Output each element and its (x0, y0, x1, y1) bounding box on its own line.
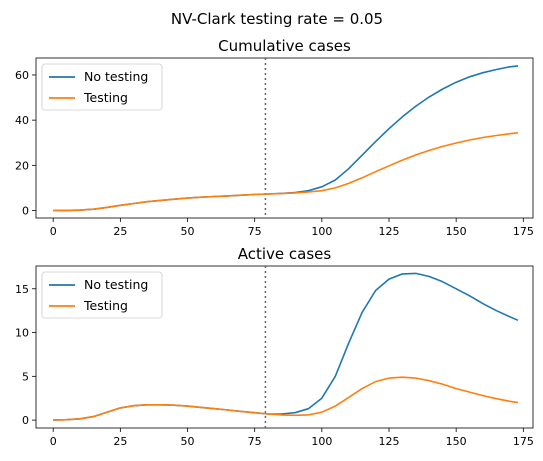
cumulative-cases-panel: Cumulative cases 0 25 50 75 100 125 150 175 0 20 40… (15, 37, 534, 238)
series-line-testing (53, 376, 519, 421)
x-tick-label: 175 (513, 435, 534, 448)
x-tick-label: 75 (248, 435, 262, 448)
x-tick-label: 0 (50, 435, 57, 448)
x-tick-label: 150 (446, 225, 467, 238)
legend-label: No testing (84, 277, 148, 292)
x-tick-label: 50 (181, 225, 195, 238)
x-tick-label: 100 (311, 435, 332, 448)
x-tick-label: 75 (248, 225, 262, 238)
y-tick-label: 0 (22, 414, 29, 427)
y-tick-label: 10 (15, 327, 29, 340)
legend-label: Testing (83, 90, 128, 105)
plot-frame (35, 265, 534, 429)
y-tick-label: 15 (15, 283, 29, 296)
chart-title: Cumulative cases (218, 37, 351, 55)
x-tick-label: 50 (181, 435, 195, 448)
x-tick-label: 0 (50, 225, 57, 238)
x-tick-label: 175 (513, 225, 534, 238)
y-tick-label: 40 (15, 114, 29, 127)
figure-suptitle: NV-Clark testing rate = 0.05 (171, 10, 383, 28)
legend-label: Testing (83, 298, 128, 313)
series-line-testing (53, 132, 519, 212)
x-tick-label: 25 (113, 225, 127, 238)
legend-label: No testing (84, 69, 148, 84)
y-tick-label: 0 (22, 205, 29, 218)
x-tick-label: 125 (379, 435, 400, 448)
x-tick-label: 125 (379, 225, 400, 238)
active-cases-panel: Active cases 0 25 50 75 100 125 150 175 0 5 10 15 No … (15, 245, 534, 448)
x-tick-label: 25 (113, 435, 127, 448)
y-tick-label: 20 (15, 159, 29, 172)
x-tick-label: 150 (446, 435, 467, 448)
plot-frame (35, 57, 534, 219)
chart-title: Active cases (238, 245, 332, 263)
y-tick-label: 60 (15, 69, 29, 82)
x-tick-label: 100 (311, 225, 332, 238)
y-tick-label: 5 (22, 370, 29, 383)
